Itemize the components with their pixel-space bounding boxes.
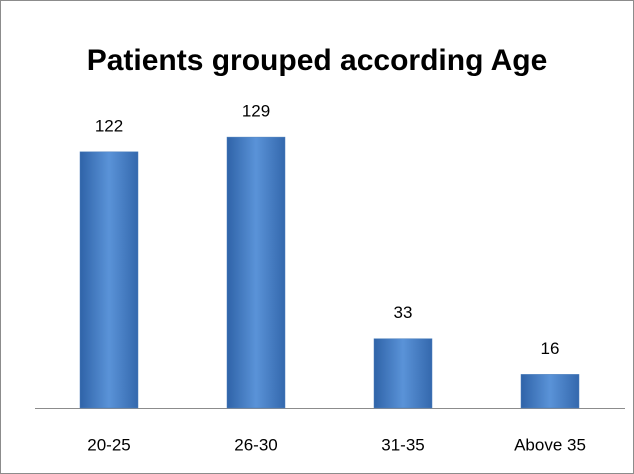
- bar: [79, 151, 139, 409]
- data-label: 16: [541, 339, 560, 358]
- chart-title: Patients grouped according Age: [87, 44, 548, 77]
- bar: [226, 136, 286, 409]
- bar: [520, 374, 580, 409]
- bar: [373, 338, 433, 409]
- data-label: 33: [394, 303, 413, 322]
- x-tick-label: 26-30: [234, 435, 277, 454]
- data-label: 129: [242, 102, 270, 121]
- x-tick-label: 31-35: [381, 435, 424, 454]
- x-tick-label: 20-25: [87, 435, 130, 454]
- x-tick-label: Above 35: [514, 435, 586, 454]
- data-label: 122: [95, 116, 123, 135]
